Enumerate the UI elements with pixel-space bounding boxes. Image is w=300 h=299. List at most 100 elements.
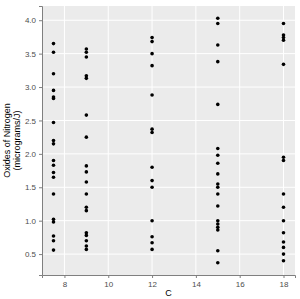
x-tick: 14 xyxy=(192,275,201,289)
y-tick-label: 3.5 xyxy=(25,50,37,59)
point xyxy=(85,164,89,168)
panel-background xyxy=(42,6,295,275)
point xyxy=(150,127,154,131)
point xyxy=(52,192,56,196)
x-tick-label: 10 xyxy=(104,280,113,289)
point xyxy=(52,97,56,101)
point xyxy=(52,234,56,238)
y-tick-mark xyxy=(39,187,42,188)
point xyxy=(150,241,154,245)
point xyxy=(52,121,56,125)
point xyxy=(85,244,89,248)
point xyxy=(216,192,220,196)
grid-line xyxy=(42,87,295,88)
point xyxy=(216,172,220,176)
y-tick-mark xyxy=(39,54,42,55)
y-tick-label: 3.0 xyxy=(25,83,37,92)
point xyxy=(52,89,56,93)
point xyxy=(216,249,220,253)
point xyxy=(282,206,286,210)
point xyxy=(85,209,89,213)
point xyxy=(216,228,220,232)
point xyxy=(150,185,154,189)
point xyxy=(52,220,56,224)
x-tick-mark xyxy=(108,275,109,278)
point xyxy=(52,139,56,143)
point xyxy=(216,153,220,157)
point xyxy=(216,222,220,226)
x-tick: 16 xyxy=(236,275,245,289)
grid-line xyxy=(42,53,295,54)
chart: 810121416180.51.01.52.02.53.03.54.0COxid… xyxy=(0,0,300,299)
point xyxy=(216,22,220,26)
point xyxy=(85,170,89,174)
x-tick-label: 14 xyxy=(192,280,201,289)
x-axis: 8 10 12 14 16 18 xyxy=(43,275,296,289)
point xyxy=(216,219,220,223)
point xyxy=(52,72,56,76)
point xyxy=(150,131,154,135)
point xyxy=(216,147,220,151)
y-tick: 2.0 xyxy=(25,150,42,159)
x-axis-line xyxy=(43,276,296,279)
x-tick: 18 xyxy=(280,275,289,289)
y-tick: 3.0 xyxy=(25,83,42,92)
point xyxy=(282,246,286,250)
y-tick-mark xyxy=(39,87,42,88)
point xyxy=(150,64,154,68)
point xyxy=(52,163,56,167)
y-tick: 1.5 xyxy=(25,183,42,192)
point xyxy=(282,38,286,42)
x-tick-mark xyxy=(196,275,197,278)
point xyxy=(85,47,89,51)
grid-line xyxy=(195,6,196,275)
point xyxy=(85,55,89,59)
point xyxy=(52,142,56,146)
y-tick-mark xyxy=(39,154,42,155)
point xyxy=(282,159,286,163)
point xyxy=(52,239,56,243)
point xyxy=(150,165,154,169)
point xyxy=(282,231,286,235)
point xyxy=(282,155,286,159)
point xyxy=(85,239,89,243)
point xyxy=(85,180,89,184)
x-axis-title: C xyxy=(165,288,172,298)
y-tick: 3.5 xyxy=(25,50,42,59)
point xyxy=(282,252,286,256)
y-tick-mark xyxy=(39,20,42,21)
x-tick: 8 xyxy=(63,275,68,289)
x-tick-label: 12 xyxy=(148,280,157,289)
x-tick-label: 18 xyxy=(280,280,289,289)
x-tick-mark xyxy=(64,275,65,278)
point xyxy=(52,171,56,175)
point xyxy=(282,22,286,26)
x-tick: 10 xyxy=(104,275,113,289)
x-tick: 12 xyxy=(148,275,157,289)
x-tick-mark xyxy=(240,275,241,278)
points xyxy=(52,16,286,264)
point xyxy=(52,175,56,179)
x-tick-mark xyxy=(152,275,153,278)
point xyxy=(52,42,56,46)
point xyxy=(52,159,56,163)
plot: 810121416180.51.01.52.02.53.03.54.0 xyxy=(25,6,296,289)
y-tick-label: 0.5 xyxy=(25,250,37,259)
point xyxy=(150,219,154,223)
point xyxy=(216,182,220,186)
grid-line xyxy=(42,187,295,188)
y-tick-label: 1.5 xyxy=(25,183,37,192)
y-tick: 1.0 xyxy=(25,217,42,226)
y-axis: 0.51.01.52.02.53.03.54.0 xyxy=(25,7,43,276)
point xyxy=(150,248,154,252)
point xyxy=(150,52,154,56)
grid-line xyxy=(42,220,295,221)
y-tick-mark xyxy=(39,221,42,222)
point xyxy=(216,261,220,265)
y-axis-line xyxy=(39,7,43,276)
point xyxy=(52,248,56,252)
grid-line xyxy=(42,254,295,255)
point xyxy=(150,235,154,239)
point xyxy=(150,179,154,183)
y-axis-title: Oxides of Nitrogen(micrograms/J) xyxy=(2,103,22,178)
